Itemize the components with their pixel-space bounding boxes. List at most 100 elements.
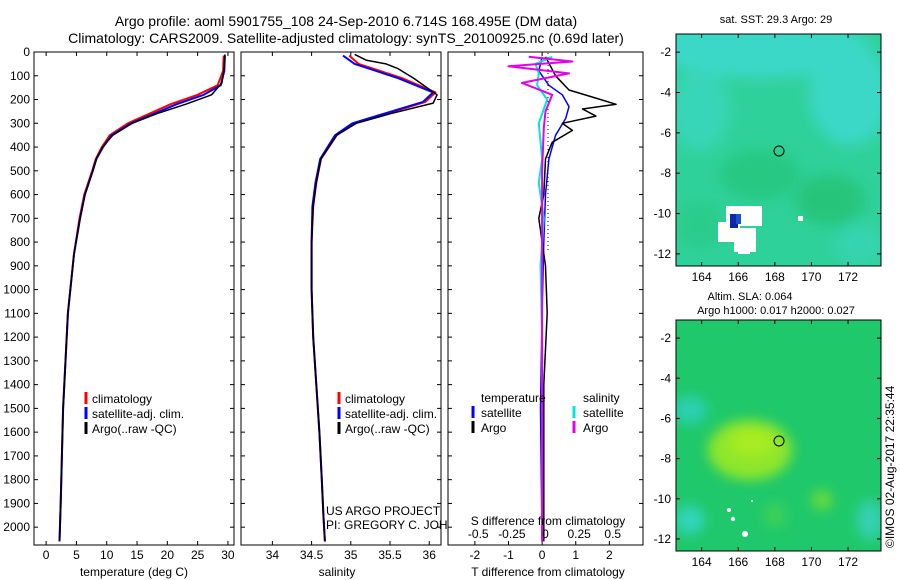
y-tick-label: 800 — [10, 235, 30, 249]
y-tick-label: 1500 — [3, 401, 30, 415]
sst-map: sat. SST: 29.3 Argo: 29 — [654, 14, 882, 284]
timestamp-label: ©IMOS 02-Aug-2017 22:35:44 — [883, 385, 897, 548]
sla-map: Altim. SLA: 0.064 Argo h1000: 0.017 h200… — [654, 291, 882, 569]
difference-y-ticks — [448, 51, 643, 528]
y-tick-label: 1800 — [3, 473, 30, 487]
y-tick-label: 1900 — [3, 496, 30, 510]
legend-label-s-argo: Argo — [583, 421, 609, 435]
x-tick-label: 10 — [100, 548, 114, 562]
s-tick-label: 0.25 — [567, 527, 591, 541]
x-tick-label: 25 — [191, 548, 205, 562]
x-tick-label: 0 — [43, 548, 50, 562]
x-tick-label: 5 — [73, 548, 80, 562]
sla-low-anomaly — [856, 500, 881, 540]
legend-label-argo: Argo(..raw -QC) — [345, 422, 430, 436]
map-x-tick-label: 166 — [728, 555, 748, 569]
sla-high-anomaly — [763, 503, 787, 527]
sla-map-subtitle: Argo h1000: 0.017 h2000: 0.027 — [697, 305, 855, 317]
temperature-legend: climatology satellite-adj. clim. Argo(..… — [84, 392, 184, 436]
temperature-x-label: temperature (deg C) — [80, 565, 188, 579]
x-tick-label: 15 — [130, 548, 144, 562]
series-line-salinity-argo — [507, 55, 574, 542]
legend-label-satellite: satellite-adj. clim. — [345, 407, 437, 421]
salinity-axes-box — [240, 51, 442, 546]
y-tick-label: 1200 — [3, 330, 30, 344]
salinity-panel: 34 34.5 35 35.5 36 climatology satellite-adj… — [240, 51, 482, 579]
sst-warm-patch — [795, 175, 865, 225]
map-y-tick-label: -12 — [654, 532, 672, 546]
t-difference-label: T difference from climatology — [471, 565, 625, 579]
x-tick-label: 1 — [572, 548, 579, 562]
difference-series — [507, 55, 617, 542]
y-tick-label: 200 — [10, 93, 30, 107]
temperature-y-ticks: 0 100 200 300 400 500 600 700 800 900 1000 1100 1200… — [3, 45, 234, 534]
s-difference-label: S difference from climatology — [471, 514, 626, 528]
sla-map-frame — [675, 319, 882, 552]
y-tick-label: 300 — [10, 116, 30, 130]
map-y-tick-label: -8 — [660, 452, 671, 466]
s-tick-label: 0.5 — [604, 527, 621, 541]
salinity-legend: climatology satellite-adj. clim. Argo(..… — [337, 392, 437, 436]
y-tick-label: 1700 — [3, 449, 30, 463]
temperature-axes-box — [33, 51, 235, 546]
series-line-argo-raw-qc- — [58, 54, 226, 542]
s-difference-ticks: -0.5 -0.25 0 0.25 0.5 — [468, 527, 621, 541]
difference-axes-box — [447, 51, 644, 546]
map-x-tick-label: 168 — [765, 555, 785, 569]
series-line-temperature-argo — [538, 56, 617, 542]
map-y-tick-label: -12 — [654, 247, 672, 261]
cloud-mask-cell — [748, 214, 762, 224]
x-tick-label: 36 — [423, 548, 437, 562]
temperature-series — [58, 54, 226, 542]
cloud-mask-cell — [798, 216, 803, 221]
island-marker — [727, 508, 731, 512]
legend-label-s-satellite: satellite — [583, 406, 624, 420]
argo-location-marker — [773, 145, 785, 157]
salinity-series — [310, 53, 438, 542]
y-tick-label: 1400 — [3, 378, 30, 392]
x-tick-label: 0 — [539, 548, 546, 562]
island-marker — [751, 500, 753, 502]
series-line-salinity-satellite — [534, 55, 553, 542]
x-tick-label: 20 — [161, 548, 175, 562]
sla-map-ticks: 164 166 168 170 172 -2 -4 -6 -8 -10 -12 — [654, 320, 881, 569]
map-x-tick-label: 172 — [838, 270, 858, 284]
legend-label-climatology: climatology — [345, 392, 405, 406]
legend-label-t-argo: Argo — [481, 421, 507, 435]
land-islands — [727, 500, 753, 537]
difference-x-ticks: -2 -1 0 1 2 — [470, 52, 613, 562]
x-tick-label: 34.5 — [300, 548, 324, 562]
sla-high-anomaly — [730, 428, 774, 456]
y-tick-label: 900 — [10, 259, 30, 273]
legend-header-salinity: salinity — [583, 391, 620, 405]
legend-header-temperature: temperature — [481, 391, 546, 405]
map-y-tick-label: -2 — [660, 45, 671, 59]
map-y-tick-label: -10 — [654, 492, 672, 506]
s-tick-label: -0.5 — [468, 527, 489, 541]
y-tick-label: 0 — [23, 45, 30, 59]
y-tick-label: 600 — [10, 188, 30, 202]
pi-label: PI: GREGORY C. JOHNSON — [326, 518, 482, 532]
legend-label-climatology: climatology — [92, 392, 152, 406]
difference-legend: temperature salinity satellite Argo sate… — [471, 391, 624, 435]
map-x-tick-label: 166 — [728, 270, 748, 284]
x-tick-label: -2 — [470, 548, 481, 562]
x-tick-label: 35.5 — [378, 548, 402, 562]
salinity-x-ticks: 34 34.5 35 35.5 36 — [266, 52, 437, 562]
temperature-x-ticks: 0 5 10 15 20 25 30 — [43, 52, 235, 562]
map-y-tick-label: -10 — [654, 207, 672, 221]
figure-title-line2: Climatology: CARS2009. Satellite-adjuste… — [68, 30, 624, 46]
map-x-tick-label: 168 — [765, 270, 785, 284]
legend-label-argo: Argo(..raw -QC) — [92, 422, 177, 436]
cold-cell — [730, 214, 738, 228]
x-tick-label: 30 — [221, 548, 235, 562]
project-label: US ARGO PROJECT — [326, 504, 441, 518]
x-tick-label: 34 — [266, 548, 280, 562]
map-y-tick-label: -8 — [660, 166, 671, 180]
y-tick-label: 500 — [10, 164, 30, 178]
map-x-tick-label: 164 — [692, 270, 712, 284]
cloud-mask — [718, 206, 803, 254]
y-tick-label: 1300 — [3, 354, 30, 368]
s-tick-label: -0.25 — [498, 527, 526, 541]
map-y-tick-label: -4 — [660, 86, 671, 100]
